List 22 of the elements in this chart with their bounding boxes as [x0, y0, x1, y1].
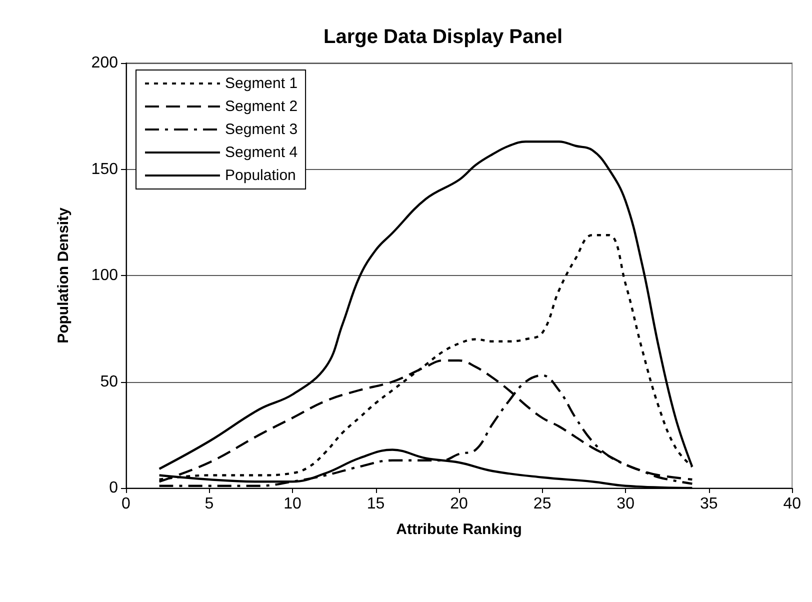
legend-label: Segment 2 [225, 98, 298, 115]
x-tick-label: 5 [204, 496, 214, 512]
legend-label: Segment 3 [225, 121, 298, 138]
legend-label: Segment 1 [225, 75, 298, 92]
x-tick-label: 35 [700, 496, 718, 512]
x-tick-label: 20 [450, 496, 468, 512]
legend-label: Segment 4 [225, 144, 298, 161]
y-tick-label: 200 [91, 54, 118, 72]
legend-label: Population [225, 167, 296, 184]
x-tick-label: 0 [122, 496, 131, 512]
y-tick-label: 50 [100, 373, 118, 390]
y-tick-label: 100 [91, 267, 118, 284]
x-tick-label: 10 [284, 496, 302, 512]
y-tick-label: 150 [91, 160, 118, 178]
y-axis-title: Population Density [55, 206, 72, 344]
y-tick-label: 0 [109, 480, 118, 496]
x-tick-label: 25 [533, 496, 552, 512]
x-tick-label: 40 [783, 496, 802, 512]
x-tick-label: 15 [366, 496, 385, 512]
x-tick-label: 30 [616, 496, 635, 512]
chart-title: Large Data Display Panel [324, 26, 562, 48]
x-axis-title: Attribute Ranking [396, 521, 522, 538]
